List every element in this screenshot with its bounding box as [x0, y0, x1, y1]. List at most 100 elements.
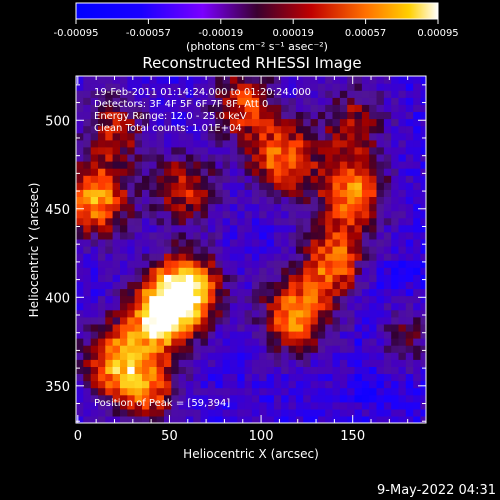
heatmap-cell [215, 323, 224, 332]
heatmap-cell [405, 253, 414, 261]
heatmap-cell [215, 359, 224, 367]
heatmap-cell [134, 104, 143, 112]
heatmap-cell [120, 210, 128, 219]
heatmap-cell [207, 139, 216, 148]
heatmap-cell [361, 168, 370, 176]
heatmap-cell [76, 288, 84, 297]
heatmap-cell [303, 83, 312, 91]
heatmap-cell [354, 182, 363, 190]
heatmap-cell [207, 253, 216, 261]
heatmap-cell [251, 415, 260, 423]
heatmap-cell [288, 408, 297, 417]
heatmap-cell [98, 288, 106, 297]
heatmap-cell [98, 139, 106, 148]
heatmap-cell [164, 139, 172, 148]
heatmap-cell [347, 302, 356, 311]
heatmap-cell [391, 387, 400, 396]
heatmap-cell [207, 97, 216, 105]
heatmap-cell [259, 408, 268, 417]
heatmap-cell [164, 387, 172, 396]
heatmap-cell [156, 366, 165, 374]
heatmap-cell [303, 302, 312, 311]
heatmap-cell [237, 288, 246, 297]
heatmap-cell [303, 238, 312, 247]
heatmap-cell [413, 224, 422, 233]
heatmap-cell [142, 352, 150, 360]
heatmap-cell [332, 238, 341, 247]
heatmap-cell [281, 139, 290, 148]
heatmap-cell [149, 408, 158, 417]
heatmap-cell [266, 76, 275, 84]
heatmap-cell [98, 415, 106, 423]
heatmap-cell [83, 224, 92, 233]
heatmap-cell [171, 153, 180, 162]
heatmap-cell [376, 111, 385, 120]
heatmap-cell [185, 210, 194, 219]
heatmap-cell [354, 153, 363, 162]
heatmap-cell [200, 246, 209, 254]
heatmap-cell [398, 338, 407, 346]
heatmap-cell [281, 253, 290, 261]
heatmap-cell [398, 83, 407, 91]
heatmap-cell [391, 352, 400, 360]
heatmap-cell [398, 323, 407, 332]
heatmap-cell [347, 274, 356, 282]
heatmap-cell [361, 380, 370, 389]
heatmap-cell [215, 118, 224, 127]
heatmap-cell [222, 366, 231, 374]
heatmap-cell [171, 246, 180, 254]
y-axis-ticks [76, 84, 426, 422]
heatmap-cell [178, 260, 187, 268]
heatmap-cell [171, 189, 180, 197]
heatmap-cell [222, 316, 231, 325]
heatmap-cell [369, 281, 378, 290]
heatmap-cell [193, 401, 202, 410]
heatmap-cell [142, 175, 150, 183]
heatmap-cell [413, 246, 422, 254]
heatmap-cell [266, 203, 275, 212]
heatmap-cell [317, 359, 326, 367]
heatmap-cell [391, 330, 400, 339]
heatmap-cell [288, 168, 297, 176]
heatmap-cell [193, 415, 202, 423]
heatmap-cell [127, 168, 136, 176]
heatmap-cell [266, 330, 275, 339]
heatmap-cell [185, 125, 194, 134]
heatmap-cell [171, 267, 180, 275]
heatmap-cell [142, 345, 150, 353]
heatmap-cell [420, 338, 426, 346]
heatmap-cell [90, 408, 99, 417]
heatmap-cell [295, 153, 304, 162]
heatmap-cell [259, 366, 268, 374]
heatmap-cell [178, 387, 187, 396]
heatmap-cell [134, 210, 143, 219]
heatmap-cell [405, 125, 414, 134]
heatmap-cell [354, 295, 363, 304]
heatmap-cell [127, 373, 136, 382]
heatmap-cell [149, 161, 158, 169]
heatmap-cell [325, 401, 334, 410]
heatmap-cell [354, 366, 363, 374]
heatmap-cell [413, 330, 422, 339]
heatmap-cell [251, 76, 260, 84]
heatmap-cell [237, 267, 246, 275]
heatmap-cell [420, 267, 426, 275]
heatmap-cell [266, 224, 275, 233]
heatmap-cell [339, 189, 348, 197]
heatmap-cell [420, 217, 426, 226]
heatmap-cell [273, 189, 282, 197]
heatmap-cell [244, 161, 253, 169]
heatmap-cell [134, 125, 143, 134]
heatmap-cell [215, 224, 224, 233]
heatmap-cell [325, 281, 334, 290]
heatmap-cell [156, 401, 165, 410]
heatmap-cell [142, 217, 150, 226]
heatmap-cell [398, 316, 407, 325]
heatmap-cell [237, 153, 246, 162]
heatmap-cell [339, 267, 348, 275]
heatmap-cell [142, 366, 150, 374]
heatmap-cell [156, 302, 165, 311]
heatmap-cell [178, 415, 187, 423]
heatmap-cell [134, 111, 143, 120]
heatmap-cell [105, 408, 114, 417]
